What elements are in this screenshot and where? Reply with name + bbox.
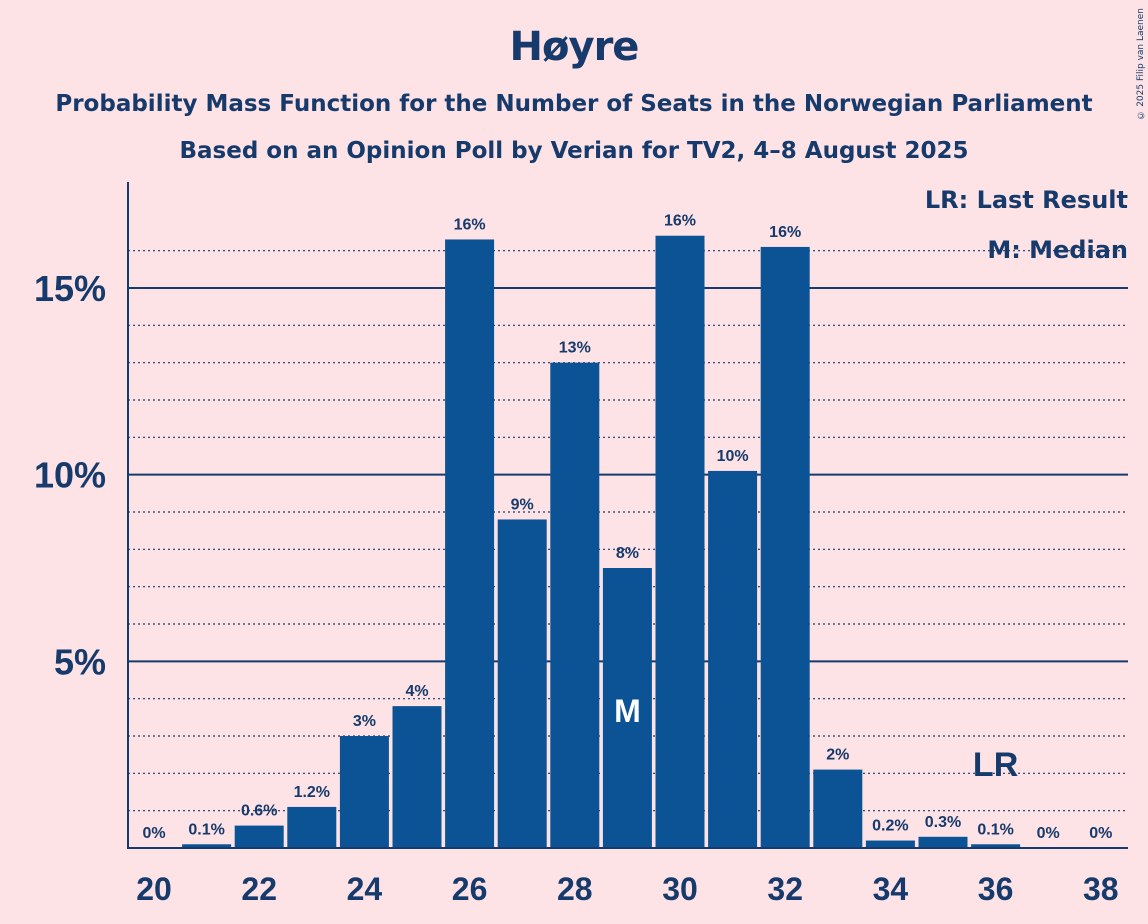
data-label-seat-30: 16% (664, 213, 696, 230)
x-tick-label: 20 (136, 871, 172, 907)
y-tick-label: 10% (34, 455, 106, 496)
x-tick-label: 30 (662, 871, 698, 907)
bar-seat-26 (445, 239, 495, 848)
bar-seat-31 (708, 470, 758, 848)
data-label-seat-34: 0.2% (872, 818, 908, 835)
data-label-seat-24: 3% (353, 713, 376, 730)
median-marker: M (614, 693, 641, 729)
x-tick-label: 22 (241, 871, 277, 907)
data-label-seat-23: 1.2% (294, 784, 330, 801)
last-result-marker: LR (973, 746, 1018, 784)
data-label-seat-33: 2% (826, 747, 849, 764)
data-label-seat-37: 0% (1037, 825, 1060, 842)
data-label-seat-32: 16% (769, 224, 801, 241)
data-label-seat-25: 4% (405, 683, 428, 700)
bar-seat-36 (971, 844, 1021, 848)
legend-last-result: LR: Last Result (924, 186, 1128, 214)
bar-seat-21 (182, 844, 232, 848)
chart-subtitle-poll: Based on an Opinion Poll by Verian for T… (179, 138, 969, 164)
bar-seat-24 (339, 736, 389, 848)
x-tick-label: 38 (1083, 871, 1119, 907)
bar-seat-23 (287, 806, 337, 848)
x-tick-label: 28 (557, 871, 593, 907)
data-label-seat-26: 16% (454, 216, 486, 233)
data-label-seat-28: 13% (559, 340, 591, 357)
y-tick-label: 5% (54, 641, 106, 682)
x-tick-label: 26 (452, 871, 488, 907)
data-label-seat-35: 0.3% (925, 814, 961, 831)
data-label-seat-36: 0.1% (977, 821, 1013, 838)
x-tick-label: 32 (767, 871, 803, 907)
bar-seat-22 (234, 825, 284, 848)
data-label-seat-38: 0% (1089, 825, 1112, 842)
bar-seat-35 (918, 836, 968, 848)
legend-median: M: Median (987, 236, 1128, 264)
x-tick-label: 36 (978, 871, 1014, 907)
y-tick-label: 15% (34, 268, 106, 309)
chart-title: Høyre (509, 24, 640, 70)
bar-seat-30 (655, 235, 705, 848)
x-tick-label: 34 (873, 871, 909, 907)
bar-seat-34 (865, 840, 915, 848)
data-label-seat-27: 9% (511, 496, 534, 513)
bar-seat-28 (550, 362, 600, 848)
chart-subtitle: Probability Mass Function for the Number… (55, 91, 1093, 117)
x-tick-label: 24 (347, 871, 383, 907)
data-label-seat-29: 8% (616, 545, 639, 562)
bar-seat-27 (497, 519, 547, 848)
bar-seat-29 (602, 568, 652, 848)
data-label-seat-20: 0% (142, 825, 165, 842)
bar-seat-25 (392, 706, 442, 848)
data-label-seat-21: 0.1% (188, 821, 224, 838)
bar-seat-33 (813, 769, 863, 848)
bar-seat-32 (760, 246, 810, 848)
data-label-seat-22: 0.6% (241, 803, 277, 820)
data-label-seat-31: 10% (717, 448, 749, 465)
